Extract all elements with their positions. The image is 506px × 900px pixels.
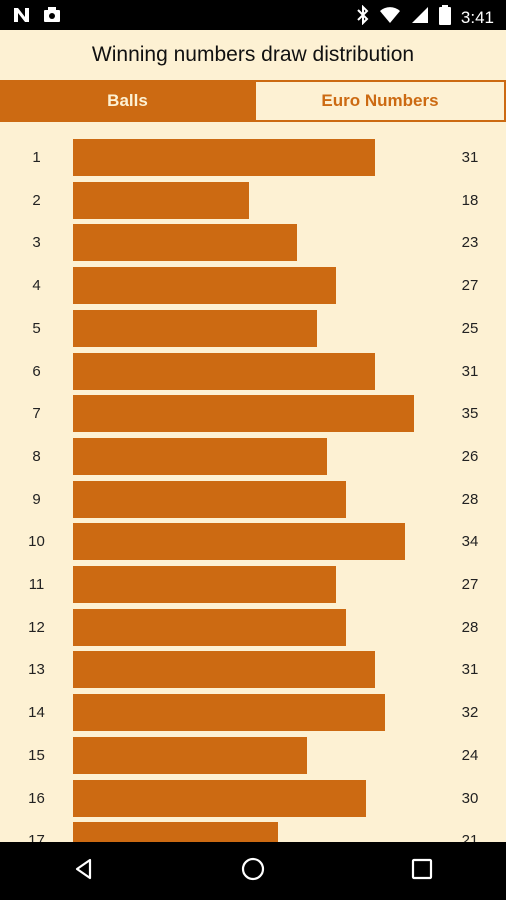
list-item: 8 26 — [0, 435, 506, 478]
frequency-bar — [73, 608, 346, 646]
draw-count: 30 — [461, 789, 479, 807]
clock: 3:41 — [460, 7, 494, 27]
list-item: 6 31 — [0, 350, 506, 393]
list-item: 17 21 — [0, 819, 506, 842]
list-item: 2 18 — [0, 179, 506, 222]
ball-number: 17 — [28, 832, 45, 842]
list-item: 15 24 — [0, 734, 506, 777]
back-button[interactable] — [54, 842, 114, 900]
ball-number: 9 — [32, 490, 41, 508]
back-icon — [72, 857, 96, 886]
ball-number: 11 — [28, 576, 45, 593]
draw-count: 32 — [461, 704, 479, 722]
list-item: 1 31 — [0, 136, 506, 179]
frequency-bar — [73, 523, 405, 561]
frequency-bar — [73, 224, 298, 262]
frequency-bar — [73, 566, 337, 603]
frequency-bar — [73, 651, 376, 689]
wifi-icon — [379, 6, 401, 29]
frequency-bar — [73, 267, 337, 305]
distribution-chart: 1 31 2 18 3 23 4 27 5 25 6 31 7 35 8 26 9 28 10 34 11 27 12 28 1… — [0, 122, 506, 842]
ball-number: 15 — [28, 746, 45, 764]
draw-count: 23 — [461, 234, 479, 252]
draw-count: 21 — [461, 832, 479, 842]
ball-number: 1 — [32, 149, 41, 166]
frequency-bar — [73, 181, 249, 219]
frequency-bar — [73, 480, 346, 518]
list-item: 14 32 — [0, 691, 506, 734]
ball-number: 6 — [32, 362, 41, 380]
tab-bar: Balls Euro Numbers — [0, 80, 506, 122]
list-item: 3 23 — [0, 221, 506, 264]
list-item: 4 27 — [0, 264, 506, 307]
draw-count: 28 — [461, 618, 479, 636]
ball-number: 14 — [28, 704, 45, 722]
ball-number: 16 — [28, 789, 45, 807]
home-button[interactable] — [223, 842, 283, 900]
tab-balls[interactable]: Balls — [0, 80, 255, 122]
frequency-bar — [73, 352, 376, 390]
draw-count: 35 — [461, 405, 479, 423]
status-bar: 3:41 — [0, 0, 506, 30]
ball-number: 3 — [32, 234, 41, 252]
frequency-bar — [73, 822, 278, 842]
draw-count: 31 — [461, 362, 479, 380]
list-item: 7 35 — [0, 392, 506, 435]
draw-count: 31 — [461, 661, 479, 679]
ball-number: 13 — [28, 661, 45, 679]
navigation-bar — [0, 842, 506, 900]
draw-count: 18 — [461, 191, 479, 209]
recents-button[interactable] — [392, 842, 452, 900]
draw-count: 24 — [461, 746, 479, 764]
draw-count: 28 — [461, 490, 479, 508]
draw-count: 27 — [461, 576, 479, 593]
signal-icon — [411, 6, 429, 29]
recents-icon — [411, 858, 433, 885]
list-item: 12 28 — [0, 606, 506, 649]
list-item: 16 30 — [0, 777, 506, 820]
frequency-bar — [73, 736, 307, 774]
draw-count: 27 — [461, 277, 479, 295]
list-item: 5 25 — [0, 307, 506, 350]
list-item: 10 34 — [0, 520, 506, 563]
n-notification-icon — [12, 6, 32, 29]
list-item: 9 28 — [0, 478, 506, 521]
frequency-bar — [73, 309, 317, 347]
ball-number: 12 — [28, 618, 45, 636]
ball-number: 10 — [28, 533, 45, 551]
bluetooth-icon — [357, 4, 369, 30]
ball-number: 8 — [32, 447, 41, 465]
frequency-bar — [73, 694, 385, 732]
draw-count: 26 — [461, 447, 479, 465]
ball-number: 2 — [32, 191, 41, 209]
draw-count: 34 — [461, 533, 479, 551]
page-title: Winning numbers draw distribution — [91, 43, 415, 66]
frequency-bar — [73, 139, 376, 176]
tab-euro-numbers[interactable]: Euro Numbers — [255, 80, 506, 122]
battery-icon — [438, 5, 451, 30]
ball-number: 4 — [32, 277, 41, 295]
frequency-bar — [73, 437, 327, 475]
ball-number: 7 — [32, 405, 41, 423]
photo-notification-icon — [42, 6, 62, 29]
list-item: 13 31 — [0, 648, 506, 691]
draw-count: 25 — [461, 319, 479, 337]
frequency-bar — [73, 779, 366, 817]
draw-count: 31 — [461, 149, 479, 166]
ball-number: 5 — [32, 319, 41, 337]
frequency-bar — [73, 395, 415, 433]
list-item: 11 27 — [0, 563, 506, 606]
home-icon — [240, 856, 266, 887]
